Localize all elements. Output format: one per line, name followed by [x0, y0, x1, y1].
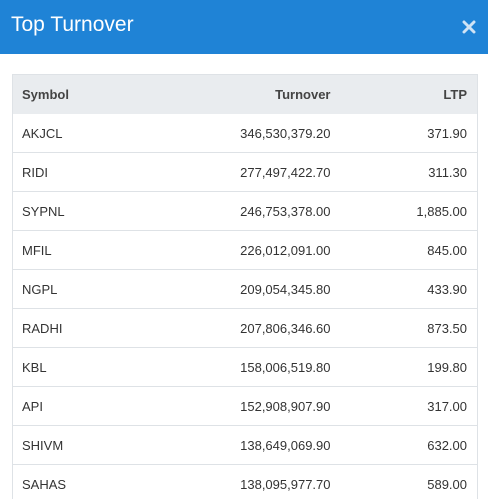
- table-cell: 433.90: [340, 269, 477, 309]
- table-cell: MFIL: [13, 230, 141, 270]
- table-cell: 158,006,519.80: [140, 347, 341, 387]
- table-cell: 226,012,091.00: [140, 230, 341, 270]
- table-row: SYPNL 246,753,378.00 1,885.00: [13, 191, 477, 231]
- table-cell: 346,530,379.20: [140, 114, 341, 153]
- table-cell: 138,095,977.70: [140, 464, 341, 499]
- table-cell: SYPNL: [13, 191, 141, 231]
- table-row: API 152,908,907.90 317.00: [13, 386, 477, 426]
- table-cell: SHIVM: [13, 425, 141, 465]
- table-container: Symbol Turnover LTP AKJCL 346,530,379.20 371…: [12, 74, 478, 499]
- table-cell: NGPL: [13, 269, 141, 309]
- column-header: LTP: [340, 75, 477, 114]
- table-row: RADHI 207,806,346.60 873.50: [13, 308, 477, 348]
- modal-header: Top Turnover: [0, 0, 488, 54]
- table-cell: 277,497,422.70: [140, 152, 341, 192]
- table-cell: 371.90: [340, 114, 477, 153]
- column-header: Turnover: [140, 75, 341, 114]
- modal-title: Top Turnover: [11, 13, 134, 36]
- table-cell: AKJCL: [13, 114, 141, 153]
- table-row: AKJCL 346,530,379.20 371.90: [13, 114, 477, 153]
- table-cell: 311.30: [340, 152, 477, 192]
- table-cell: 845.00: [340, 230, 477, 270]
- table-cell: 152,908,907.90: [140, 386, 341, 426]
- table-cell: 199.80: [340, 347, 477, 387]
- table-row: MFIL 226,012,091.00 845.00: [13, 230, 477, 270]
- table-row: NGPL 209,054,345.80 433.90: [13, 269, 477, 309]
- table-row: KBL 158,006,519.80 199.80: [13, 347, 477, 387]
- table-cell: 873.50: [340, 308, 477, 348]
- table-body: AKJCL 346,530,379.20 371.90 RIDI 277,497,422…: [13, 114, 477, 499]
- table-cell: 246,753,378.00: [140, 191, 341, 231]
- close-button[interactable]: [462, 20, 476, 34]
- turnover-table: Symbol Turnover LTP AKJCL 346,530,379.20 371…: [13, 75, 477, 499]
- table-cell: 1,885.00: [340, 191, 477, 231]
- table-cell: 589.00: [340, 464, 477, 499]
- table-row: RIDI 277,497,422.70 311.30: [13, 152, 477, 192]
- table-cell: KBL: [13, 347, 141, 387]
- table-cell: 138,649,069.90: [140, 425, 341, 465]
- table-cell: RADHI: [13, 308, 141, 348]
- table-cell: API: [13, 386, 141, 426]
- table-cell: 209,054,345.80: [140, 269, 341, 309]
- column-header: Symbol: [13, 75, 141, 114]
- table-cell: RIDI: [13, 152, 141, 192]
- table-row: SAHAS 138,095,977.70 589.00: [13, 464, 477, 499]
- table-cell: 317.00: [340, 386, 477, 426]
- table-cell: 207,806,346.60: [140, 308, 341, 348]
- header-row: Symbol Turnover LTP: [13, 75, 477, 114]
- table-cell: SAHAS: [13, 464, 141, 499]
- table-row: SHIVM 138,649,069.90 632.00: [13, 425, 477, 465]
- table-cell: 632.00: [340, 425, 477, 465]
